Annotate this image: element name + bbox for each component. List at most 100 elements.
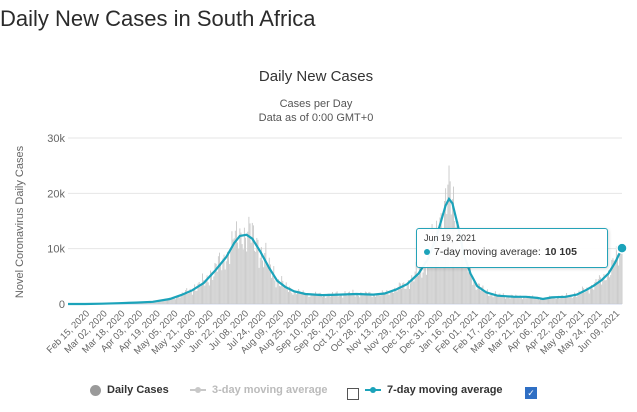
daily-case-bar — [591, 284, 592, 304]
daily-case-bar — [274, 280, 276, 304]
tooltip: Jun 19, 2021 7-day moving average: 10 10… — [416, 228, 608, 268]
daily-case-bar — [551, 298, 553, 304]
daily-case-bar — [501, 296, 503, 304]
daily-case-bar — [570, 295, 572, 304]
daily-case-bar — [242, 249, 244, 304]
daily-case-bar — [346, 295, 348, 304]
daily-case-bar — [534, 297, 536, 304]
daily-case-bar — [585, 291, 587, 304]
page-title: Daily New Cases in South Africa — [0, 6, 316, 31]
daily-case-bar — [230, 251, 232, 304]
daily-case-bar — [422, 272, 424, 304]
y-axis-label: Novel Coronavirus Daily Cases — [14, 145, 26, 298]
daily-case-bar — [286, 286, 288, 304]
daily-case-bar — [507, 295, 509, 304]
daily-case-bar — [421, 277, 423, 304]
daily-case-bar — [477, 283, 479, 304]
daily-case-bar — [256, 237, 258, 304]
daily-case-bar — [568, 297, 570, 304]
daily-case-bar — [371, 297, 373, 304]
daily-case-bar — [234, 230, 236, 304]
daily-case-bar — [200, 283, 202, 304]
moving-average-line — [68, 196, 623, 306]
daily-case-bar — [484, 293, 486, 304]
daily-case-bar — [307, 293, 309, 304]
daily-case-bar — [569, 294, 571, 304]
daily-case-bar — [598, 275, 600, 304]
daily-case-bar — [266, 265, 268, 304]
hover-point[interactable] — [616, 242, 628, 254]
daily-case-bar — [239, 228, 241, 304]
daily-case-bar — [389, 291, 391, 304]
checkbox-7day[interactable]: ✓ — [525, 387, 537, 399]
daily-case-bar — [252, 225, 254, 304]
daily-case-bar — [463, 251, 465, 304]
daily-case-bar — [523, 297, 525, 304]
daily-case-bar — [580, 293, 582, 304]
daily-case-bar — [174, 299, 176, 304]
daily-case-bar — [324, 295, 326, 304]
daily-case-bar — [419, 264, 421, 304]
legend-item-3day[interactable]: 3-day moving average — [190, 384, 328, 396]
daily-case-bar — [384, 292, 386, 304]
daily-case-bar — [171, 298, 173, 304]
daily-case-bar — [390, 290, 392, 304]
daily-case-bar — [172, 296, 174, 304]
daily-case-bar — [420, 266, 422, 304]
daily-case-bar — [615, 246, 617, 304]
daily-case-bar — [306, 293, 308, 304]
daily-case-bar — [372, 294, 374, 304]
daily-case-bar — [221, 270, 223, 304]
daily-case-bar — [416, 275, 418, 304]
daily-case-bar — [329, 296, 331, 304]
checkbox-3day[interactable] — [347, 388, 359, 400]
daily-case-bar — [309, 296, 311, 304]
daily-case-bar — [553, 296, 555, 304]
daily-case-bar — [498, 293, 500, 304]
legend-line-icon — [365, 387, 381, 393]
daily-case-bar — [223, 254, 225, 304]
daily-case-bar — [228, 251, 229, 304]
daily-case-bar — [434, 241, 436, 304]
daily-case-bar — [581, 286, 583, 304]
daily-case-bar — [609, 277, 611, 304]
daily-case-bar — [472, 284, 474, 304]
daily-case-bar — [531, 297, 533, 304]
daily-case-bar — [232, 239, 234, 304]
legend-item-daily-cases[interactable]: Daily Cases — [90, 384, 169, 396]
daily-case-bar — [536, 296, 538, 304]
daily-case-bar — [403, 282, 405, 304]
daily-case-bar — [336, 291, 338, 304]
daily-case-bar — [544, 297, 546, 304]
daily-case-bar — [584, 292, 586, 304]
daily-case-bar — [184, 294, 185, 304]
daily-case-bar — [621, 249, 623, 304]
daily-case-bar — [333, 294, 335, 304]
daily-case-bar — [614, 260, 616, 304]
daily-case-bar — [361, 292, 363, 304]
daily-case-bar — [546, 298, 548, 304]
daily-case-bar — [610, 275, 612, 304]
daily-case-bar — [576, 296, 578, 304]
daily-case-bar — [533, 296, 535, 304]
daily-case-bar — [275, 287, 277, 304]
daily-case-bar — [557, 296, 559, 304]
daily-case-bar — [541, 298, 543, 304]
daily-case-bar — [567, 296, 569, 304]
daily-case-bar — [292, 294, 294, 304]
daily-case-bar — [499, 293, 501, 304]
daily-case-bar — [612, 258, 614, 304]
daily-case-bar — [358, 295, 360, 304]
daily-case-bar — [594, 282, 596, 304]
daily-case-bar — [554, 298, 556, 304]
legend-item-7day[interactable]: 7-day moving average — [365, 384, 503, 396]
daily-case-bar — [392, 292, 393, 304]
daily-case-bar — [283, 287, 285, 304]
daily-case-bar — [381, 290, 383, 304]
daily-case-bar — [433, 248, 435, 304]
daily-case-bar — [565, 295, 566, 304]
daily-case-bar — [257, 239, 259, 304]
daily-case-bar — [356, 292, 358, 304]
